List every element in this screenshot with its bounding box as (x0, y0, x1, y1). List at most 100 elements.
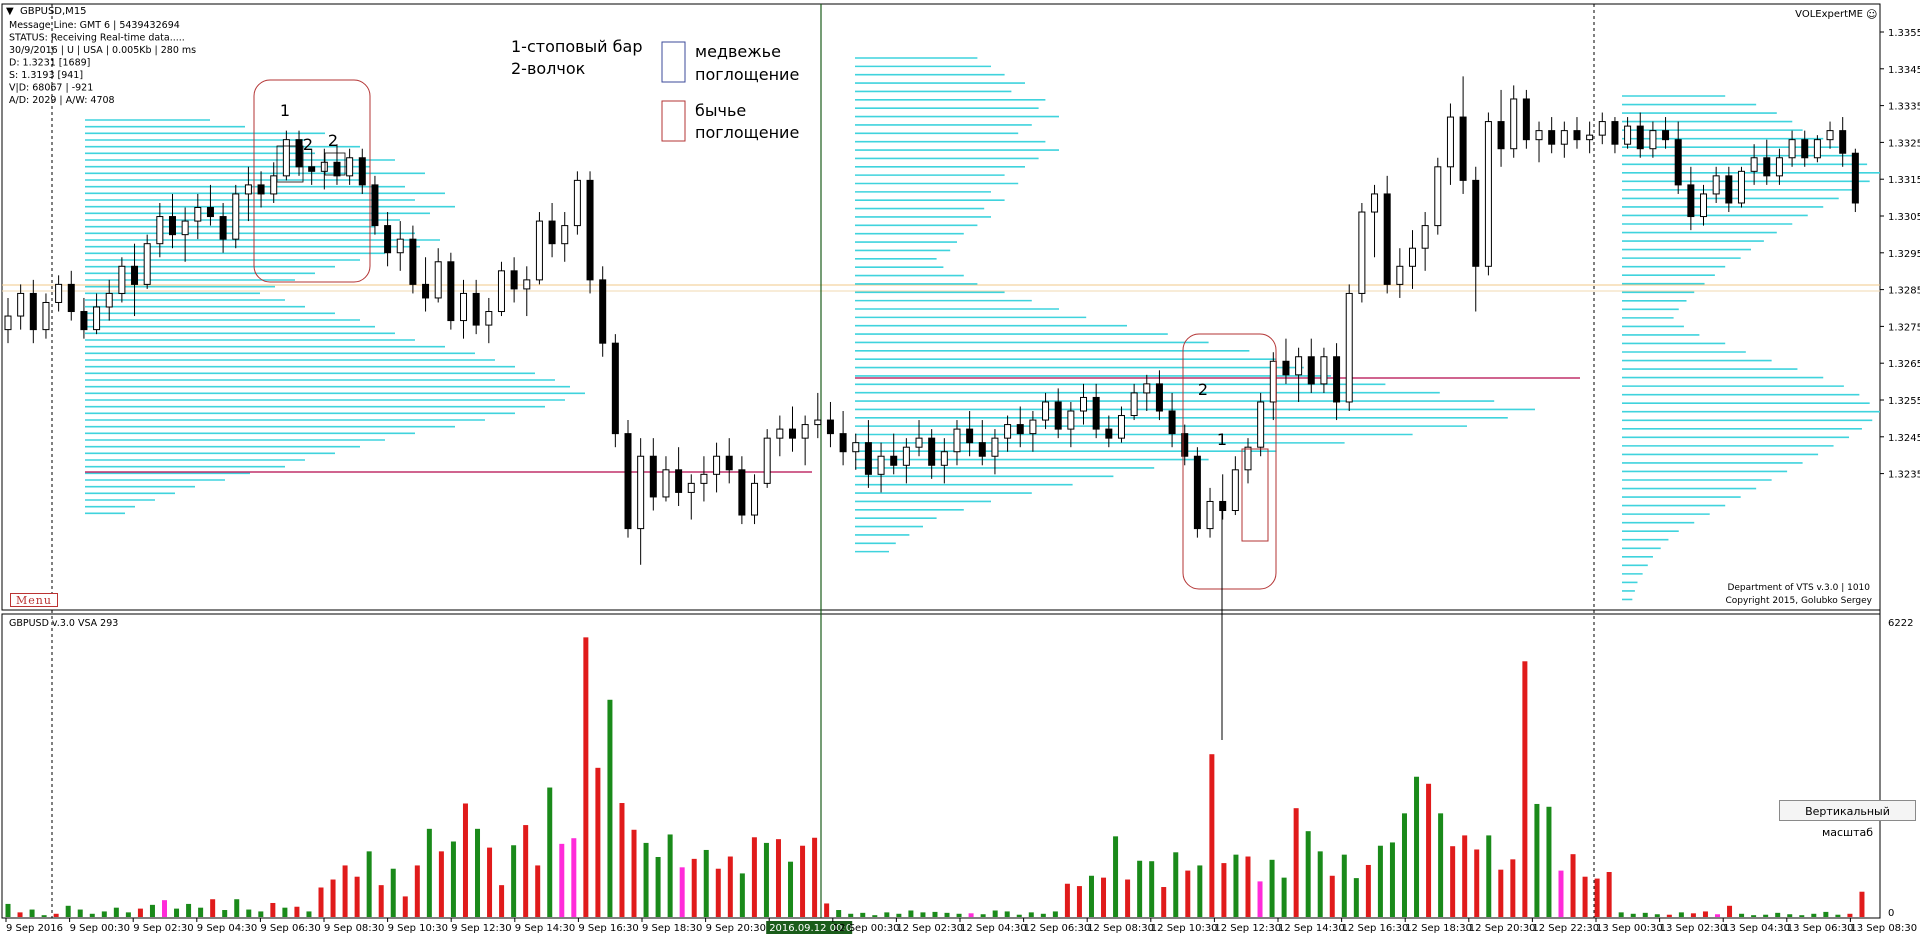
volume-bar (354, 876, 360, 917)
candle-body (738, 469, 746, 516)
volume-bar (1076, 886, 1082, 917)
volume-bar (1546, 806, 1552, 917)
candle-body (181, 220, 189, 236)
volume-bar (294, 906, 300, 917)
candle-body (1725, 175, 1733, 204)
price-tick-label: 1.3345 (1888, 65, 1920, 76)
legend-bear-label: медвежье (695, 42, 781, 61)
volume-bar (1775, 912, 1781, 917)
candle-body (1636, 125, 1644, 150)
volume-bar (908, 910, 914, 917)
volume-bar (535, 865, 541, 917)
volume-bar (992, 910, 998, 917)
candle-body (105, 292, 113, 308)
candle-body (523, 279, 531, 290)
candle-body (497, 270, 505, 313)
volume-bar (559, 843, 565, 917)
time-tick-label: 9 Sep 16:30 (578, 923, 638, 934)
volume-bar (1570, 854, 1576, 917)
candle-body (915, 437, 923, 448)
candle-body (1130, 392, 1138, 417)
candle-body (1839, 130, 1847, 154)
menu-button[interactable]: Menu (10, 593, 58, 607)
candle-body (510, 270, 518, 290)
candle-body (1813, 139, 1821, 159)
volume-max-label: 6222 (1888, 618, 1913, 629)
candle-body (270, 175, 278, 195)
volume-bar (1678, 912, 1684, 917)
volume-bar (222, 910, 228, 917)
candle-body (548, 220, 556, 245)
volume-bar (1257, 881, 1263, 917)
candle-body (573, 179, 581, 227)
candle-body (1219, 500, 1227, 512)
volume-panel-frame (1, 613, 1881, 919)
volume-bar (137, 908, 143, 917)
time-tick-label: 9 Sep 10:30 (388, 923, 448, 934)
candle-body (1763, 157, 1771, 177)
volume-bar (1197, 865, 1203, 917)
volume-bar (1173, 852, 1179, 917)
volume-bar (1438, 813, 1444, 917)
time-tick-label: 12 Sep 00:30 (833, 923, 900, 934)
volume-bar (1101, 877, 1107, 917)
volume-bar (306, 911, 312, 917)
candle-body (282, 139, 290, 177)
candle-body (953, 428, 961, 453)
volume-bar (101, 911, 107, 917)
candle-body (1801, 139, 1809, 159)
volume-bar (1293, 808, 1299, 917)
candle-body (1662, 130, 1670, 141)
volume-bar (1763, 914, 1769, 917)
candle-body (662, 469, 670, 498)
volume-indicator-title: GBPUSD v.3.0 VSA 293 (9, 618, 118, 629)
candle-body (1269, 360, 1277, 403)
candle-body (1117, 415, 1125, 439)
candle-body (67, 283, 75, 313)
candle-body (1257, 401, 1265, 448)
volume-bar (944, 912, 950, 917)
volume-bar (174, 908, 180, 917)
candle-body (1371, 193, 1379, 213)
volume-bar (414, 865, 420, 917)
candle-body (1775, 157, 1783, 177)
time-tick-label: 12 Sep 10:30 (1151, 923, 1218, 934)
candle-body (1092, 396, 1100, 430)
candle-body (460, 292, 468, 322)
candle-body (700, 473, 708, 484)
candle-body (143, 243, 151, 285)
candle-body (194, 207, 202, 222)
volume-bar (1028, 912, 1034, 917)
candle-body (1042, 401, 1050, 421)
volume-bar (450, 841, 456, 917)
candle-body (320, 161, 328, 172)
candle-body (358, 157, 366, 186)
candle-body (624, 433, 632, 530)
volume-bar (149, 904, 155, 917)
volume-bar (258, 911, 264, 917)
volume-bar (788, 861, 794, 917)
candle-body (940, 451, 948, 466)
candle-body (1472, 179, 1480, 267)
volume-bar (896, 913, 902, 917)
candle-body (751, 482, 759, 516)
candle-body (535, 220, 543, 281)
candle-body (1004, 424, 1012, 439)
time-tick-label: 12 Sep 20:30 (1469, 923, 1536, 934)
volume-bar (1751, 915, 1757, 917)
volume-bar (162, 900, 168, 917)
volume-bar (583, 637, 589, 917)
price-tick-label: 1.3335 (1888, 102, 1920, 113)
candle-body (29, 292, 37, 331)
candle-body (295, 139, 303, 168)
annotation-number: 1 (280, 101, 290, 120)
candle-body (599, 279, 607, 344)
candle-body (1712, 175, 1720, 195)
candle-body (1181, 433, 1189, 457)
candle-body (1143, 383, 1151, 394)
candle-body (763, 437, 771, 484)
volume-bar (1690, 913, 1696, 917)
candle-body (1700, 193, 1708, 218)
